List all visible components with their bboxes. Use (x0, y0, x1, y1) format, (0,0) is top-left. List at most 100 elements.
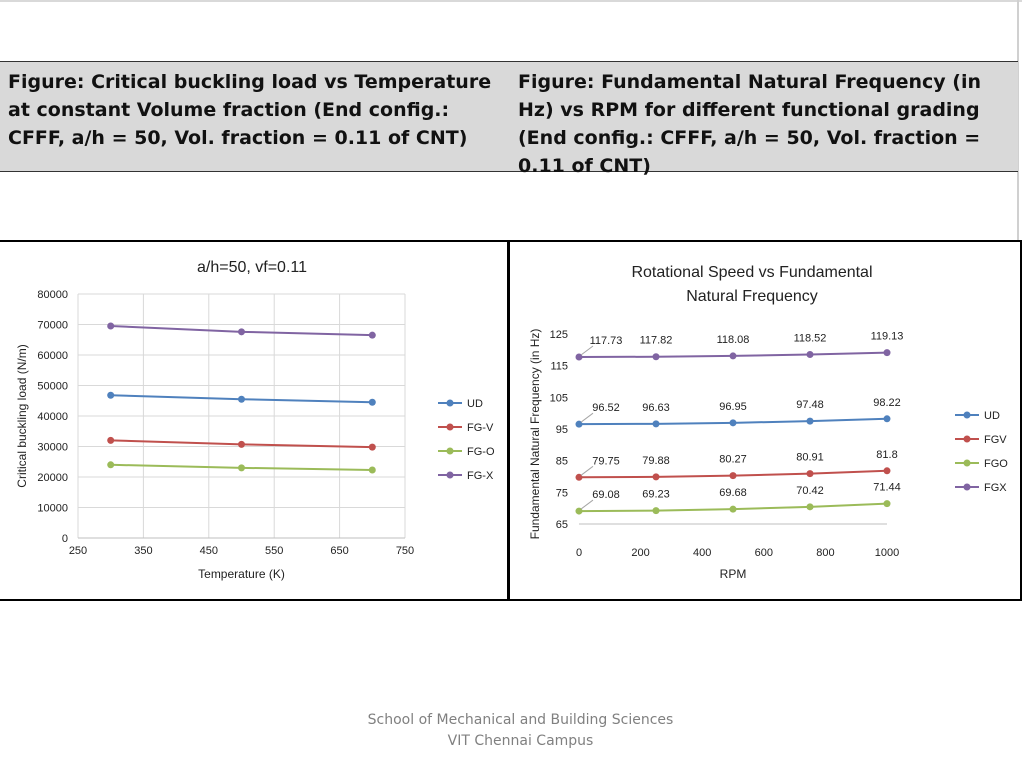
x-tick-label: 600 (755, 547, 773, 559)
x-axis-label: RPM (720, 567, 747, 581)
data-point (883, 500, 891, 508)
data-label-leader (580, 345, 594, 356)
data-label: 96.63 (642, 402, 670, 414)
data-point (806, 417, 814, 425)
legend-marker (446, 423, 454, 431)
legend-label: FG-O (467, 446, 495, 458)
frequency-chart: Rotational Speed vs Fundamental Natural F… (528, 264, 1008, 581)
data-label: 71.44 (873, 482, 901, 494)
data-point (575, 353, 583, 361)
x-axis-label: Temperature (K) (198, 567, 285, 581)
data-point (883, 467, 891, 475)
legend-label: FG-X (467, 470, 494, 482)
x-tick-label: 200 (631, 547, 649, 559)
x-tick-label: 400 (693, 547, 711, 559)
x-tick-label: 550 (265, 545, 283, 557)
x-tick-label: 650 (330, 545, 348, 557)
data-label: 69.23 (642, 489, 670, 501)
data-point (652, 507, 660, 515)
data-label-leader (580, 465, 594, 476)
right-figure-caption: Figure: Fundamental Natural Frequency (i… (518, 71, 982, 177)
data-label: 79.75 (592, 455, 620, 467)
data-label: 118.52 (794, 333, 827, 345)
y-tick-label: 0 (62, 533, 68, 545)
data-label: 70.42 (796, 485, 824, 497)
legend-label: FGO (984, 458, 1008, 470)
data-label: 117.73 (590, 335, 623, 347)
caption-header: Figure: Critical buckling load vs Temper… (0, 61, 1018, 177)
y-axis-label: Fundamental Natural Frequency (in Hz) (528, 329, 542, 540)
legend-marker (963, 459, 971, 467)
y-tick-label: 20000 (37, 472, 68, 484)
data-point (107, 391, 115, 399)
legend-marker (446, 471, 454, 479)
data-label: 97.48 (796, 399, 824, 411)
y-tick-label: 30000 (37, 442, 68, 454)
data-label: 119.13 (871, 331, 904, 343)
data-point (729, 352, 737, 360)
y-tick-label: 115 (550, 361, 568, 373)
frequency-chart-panel: Rotational Speed vs Fundamental Natural F… (508, 240, 1022, 601)
chart-title: a/h=50, vf=0.11 (197, 259, 307, 276)
data-point (238, 328, 245, 336)
top-rule (0, 0, 1022, 2)
footer-campus-name: VIT Chennai Campus (447, 733, 594, 749)
data-point (238, 464, 245, 472)
y-tick-label: 60000 (37, 350, 68, 362)
data-point (652, 353, 660, 361)
x-tick-label: 350 (134, 545, 152, 557)
y-tick-label: 10000 (37, 503, 68, 515)
y-tick-label: 85 (556, 456, 568, 468)
legend-label: FGV (984, 434, 1007, 446)
x-tick-label: 0 (576, 547, 582, 559)
data-label: 96.52 (592, 402, 620, 414)
legend-label: FG-V (467, 422, 494, 434)
y-tick-label: 50000 (37, 381, 68, 393)
data-point (806, 351, 814, 359)
y-tick-label: 40000 (37, 411, 68, 423)
data-label: 118.08 (717, 334, 750, 346)
legend-marker (963, 483, 971, 491)
data-point (238, 395, 245, 403)
data-label: 80.91 (796, 452, 824, 464)
y-tick-label: 75 (556, 487, 568, 499)
y-tick-label: 105 (550, 392, 568, 404)
data-point (652, 420, 660, 428)
x-tick-label: 750 (396, 545, 414, 557)
legend-label: UD (467, 398, 483, 410)
data-point (652, 473, 660, 481)
data-point (575, 507, 583, 515)
legend-marker (963, 411, 971, 419)
data-point (883, 349, 891, 357)
y-tick-label: 70000 (37, 320, 68, 332)
data-point (368, 331, 376, 339)
y-tick-label: 80000 (37, 289, 68, 301)
legend-marker (446, 447, 454, 455)
chart-title: Rotational Speed vs Fundamental Natural F… (631, 264, 872, 305)
data-point (575, 420, 583, 428)
data-point (806, 470, 814, 478)
data-label: 98.22 (873, 397, 901, 409)
data-label-leader (580, 412, 594, 423)
data-label: 117.82 (640, 335, 673, 347)
data-point (806, 503, 814, 511)
legend-label: UD (984, 410, 1000, 422)
y-tick-label: 95 (556, 424, 568, 436)
data-point (883, 415, 891, 423)
buckling-chart: a/h=50, vf=0.11 0 10000 20000 30000 40000 5000… (15, 259, 495, 581)
data-point (368, 466, 376, 474)
data-label: 80.27 (719, 454, 747, 466)
data-point (107, 461, 115, 469)
x-tick-label: 1000 (875, 547, 899, 559)
data-point (575, 473, 583, 481)
left-figure-caption: Figure: Critical buckling load vs Temper… (8, 71, 492, 149)
y-axis-label: Critical buckling load (N/m) (15, 344, 29, 487)
data-label: 81.8 (876, 449, 897, 461)
data-point (729, 472, 737, 480)
data-point (729, 505, 737, 513)
data-point (107, 322, 115, 330)
x-tick-label: 450 (200, 545, 218, 557)
x-tick-label: 250 (69, 545, 87, 557)
data-point (368, 398, 376, 406)
footer-school-name: School of Mechanical and Building Scienc… (367, 712, 674, 728)
